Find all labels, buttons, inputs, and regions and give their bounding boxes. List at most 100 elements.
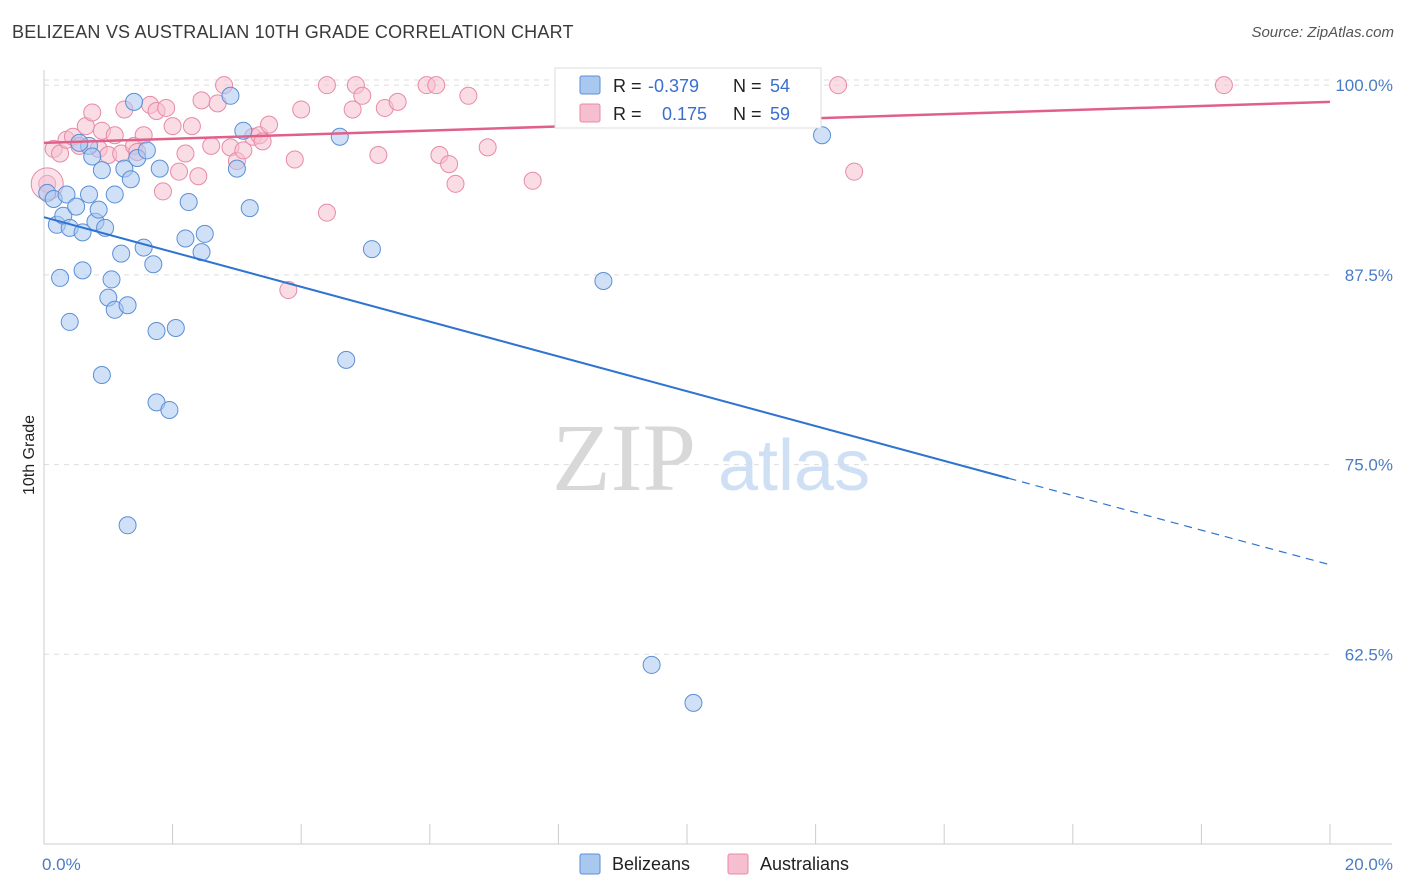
australians-point-19 [153,182,172,201]
australians-point-52 [446,174,465,193]
belizeans-point-15 [92,161,111,180]
y-tick-label-1: 75.0% [1345,456,1393,475]
belizeans-point-24 [121,170,140,189]
belizeans-point-35 [176,229,195,248]
y-tick-labels: 62.5% 75.0% 87.5% 100.0% [1335,76,1393,664]
stats-legend: R = -0.379 N = 54 R = 0.175 N = 59 [554,67,822,129]
belizeans-point-52 [813,126,832,145]
belizeans-point-18 [102,270,121,289]
watermark-atlas: atlas [718,426,870,506]
belizeans-legend-swatch [579,75,601,95]
australians-point-47 [388,92,407,111]
belizeans-point-38 [195,224,214,243]
australians-point-25 [189,167,208,186]
belizeans-point-45 [118,516,137,535]
australians-n-value: 59 [770,104,790,124]
y-tick-label-3: 100.0% [1335,76,1393,95]
australians-n-label: N = [733,104,762,124]
australians-point-21 [163,117,182,136]
belizeans-point-30 [147,322,166,341]
belizeans-point-21 [112,244,131,263]
y-tick-label-0: 62.5% [1345,645,1393,664]
australians-point-20 [157,98,176,117]
australians-point-58 [1214,76,1233,95]
belizeans-point-46 [330,127,349,146]
belizeans-trend-projection [1008,477,1331,566]
belizeans-point-14 [89,200,108,219]
australians-point-44 [353,86,372,105]
series-legend: Belizeans Australians [579,853,849,875]
australians-point-37 [279,281,298,300]
belizeans-r-label: R = [613,76,642,96]
belizeans-r-value: -0.379 [648,76,699,96]
belizeans-series-swatch [579,853,601,875]
belizeans-trend-line [43,216,1009,480]
australians-point-45 [369,145,388,164]
x-tick-labels: 0.0% 20.0% [42,855,1393,874]
australians-point-24 [182,117,201,136]
australians-point-36 [260,115,279,134]
belizeans-point-41 [234,121,253,140]
belizeans-point-47 [337,350,356,369]
belizeans-point-36 [179,193,198,212]
australians-point-42 [343,100,362,119]
australians-r-label: R = [613,104,642,124]
australians-point-51 [440,155,459,174]
belizeans-n-label: N = [733,76,762,96]
belizeans-point-44 [92,366,111,385]
australians-point-56 [829,76,848,95]
australians-point-40 [317,203,336,222]
belizeans-point-29 [144,255,163,274]
australians-point-53 [459,86,478,105]
x-tick-label-0: 0.0% [42,855,81,874]
australians-series-label: Australians [760,854,849,874]
watermark-zip: ZIP [552,404,696,511]
belizeans-point-40 [227,159,246,178]
source-label: Source: ZipAtlas.com [1251,24,1394,41]
belizeans-point-43 [60,312,79,331]
australians-point-57 [845,162,864,181]
belizeans-point-12 [80,185,99,204]
belizeans-point-11 [83,147,102,166]
belizeans-point-33 [160,400,179,419]
australians-point-38 [285,150,304,169]
belizeans-point-4 [57,185,76,204]
belizeans-point-23 [118,296,137,315]
australians-point-22 [170,162,189,181]
belizeans-point-6 [67,197,86,216]
belizeans-point-42 [240,199,259,218]
australians-point-55 [523,171,542,190]
belizeans-point-51 [684,693,703,712]
australians-point-27 [202,136,221,155]
belizeans-point-28 [137,141,156,160]
australians-point-7 [83,103,102,122]
australians-point-41 [317,76,336,95]
australians-r-value: 0.175 [662,104,707,124]
belizeans-point-32 [150,159,169,178]
belizeans-point-9 [73,261,92,280]
belizeans-point-8 [51,268,70,287]
australians-point-49 [427,76,446,95]
australians-point-32 [234,141,253,160]
belizeans-point-19 [105,185,124,204]
belizeans-n-value: 54 [770,76,790,96]
belizeans-point-34 [166,319,185,337]
y-axis-label: 10th Grade [21,415,38,495]
australians-point-26 [192,91,211,110]
x-tick-label-1: 20.0% [1345,855,1393,874]
australians-point-23 [176,144,195,163]
belizeans-point-48 [362,240,381,259]
belizeans-points [38,86,832,712]
watermark: ZIP atlas [552,404,870,511]
belizeans-point-25 [125,92,144,111]
australians-legend-swatch [579,103,601,123]
belizeans-point-50 [642,655,661,674]
australians-series-swatch [727,853,749,875]
belizeans-point-49 [594,271,613,290]
y-tick-label-2: 87.5% [1345,266,1393,285]
chart-title: BELIZEAN VS AUSTRALIAN 10TH GRADE CORREL… [12,22,574,42]
belizeans-series-label: Belizeans [612,854,690,874]
australians-point-16 [134,126,153,145]
belizeans-point-39 [221,86,240,105]
